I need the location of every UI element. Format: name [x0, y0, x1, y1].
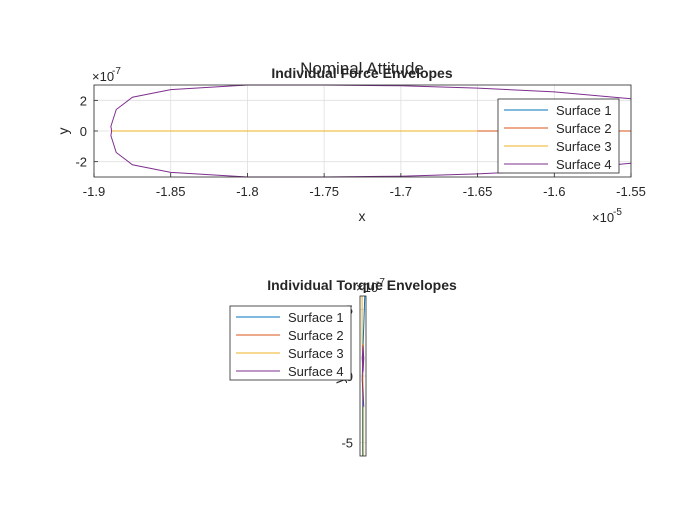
force-y-tick-label: 0 — [80, 124, 87, 139]
torque-plot-title: Individual Torque Envelopes — [267, 277, 457, 293]
torque-line-surface-4 — [361, 345, 365, 407]
torque-legend-box — [229, 305, 352, 381]
torque-legend-label: Surface 2 — [288, 328, 344, 343]
force-y-tick-label: 2 — [80, 93, 87, 108]
torque-legend-label: Surface 4 — [288, 364, 344, 379]
force-x-tick-label: -1.85 — [156, 184, 186, 199]
torque-legend-label: Surface 1 — [288, 310, 344, 325]
svg-text:-5: -5 — [613, 207, 622, 218]
force-x-label: x — [359, 208, 366, 224]
torque-series-lines — [361, 295, 366, 456]
force-x-tick-label: -1.65 — [463, 184, 493, 199]
svg-text:×10: ×10 — [356, 280, 378, 295]
force-ticks: -1.9 -1.85 -1.8 -1.75 -1.7 -1.65 -1.6 -1.55 -2 0 2 — [75, 93, 645, 199]
force-x-tick-label: -1.55 — [616, 184, 646, 199]
force-x-tick-label: -1.8 — [236, 184, 258, 199]
svg-text:×10: ×10 — [592, 210, 614, 225]
force-legend[interactable]: Surface 1 Surface 2 Surface 3 Surface 4 — [497, 98, 620, 174]
figure-title: Nominal Attitude — [300, 59, 424, 78]
svg-text:-7: -7 — [376, 277, 385, 288]
force-x-tick-label: -1.75 — [309, 184, 339, 199]
force-x-tick-label: -1.7 — [390, 184, 412, 199]
force-legend-label: Surface 4 — [556, 157, 612, 172]
svg-text:-7: -7 — [112, 66, 121, 77]
force-x-tick-label: -1.9 — [83, 184, 105, 199]
torque-y-exponent: ×10 -7 — [356, 277, 385, 295]
force-y-exponent: ×10 -7 — [92, 66, 121, 84]
torque-y-tick-label: -5 — [341, 436, 353, 451]
force-y-tick-label: -2 — [75, 155, 87, 170]
force-line-surface-4 — [110, 84, 632, 178]
force-legend-label: Surface 3 — [556, 139, 612, 154]
force-x-tick-label: -1.6 — [543, 184, 565, 199]
torque-legend[interactable]: Surface 1 Surface 2 Surface 3 Surface 4 — [229, 305, 352, 381]
force-legend-box — [497, 98, 620, 174]
force-legend-label: Surface 1 — [556, 103, 612, 118]
force-x-exponent: ×10 -5 — [592, 207, 622, 225]
force-legend-label: Surface 2 — [556, 121, 612, 136]
torque-legend-label: Surface 3 — [288, 346, 344, 361]
svg-text:×10: ×10 — [92, 69, 114, 84]
force-y-label: y — [55, 128, 71, 135]
force-plot-title: Individual Force Envelopes — [271, 65, 452, 81]
torque-envelopes-axes[interactable]: -505 ×10 -7 y Individual Torque Envelope… — [229, 277, 457, 457]
force-envelopes-axes[interactable]: -1.9 -1.85 -1.8 -1.75 -1.7 -1.65 -1.6 -1.55 -2 0 2… — [55, 65, 646, 225]
torque-axes-box — [359, 295, 367, 457]
